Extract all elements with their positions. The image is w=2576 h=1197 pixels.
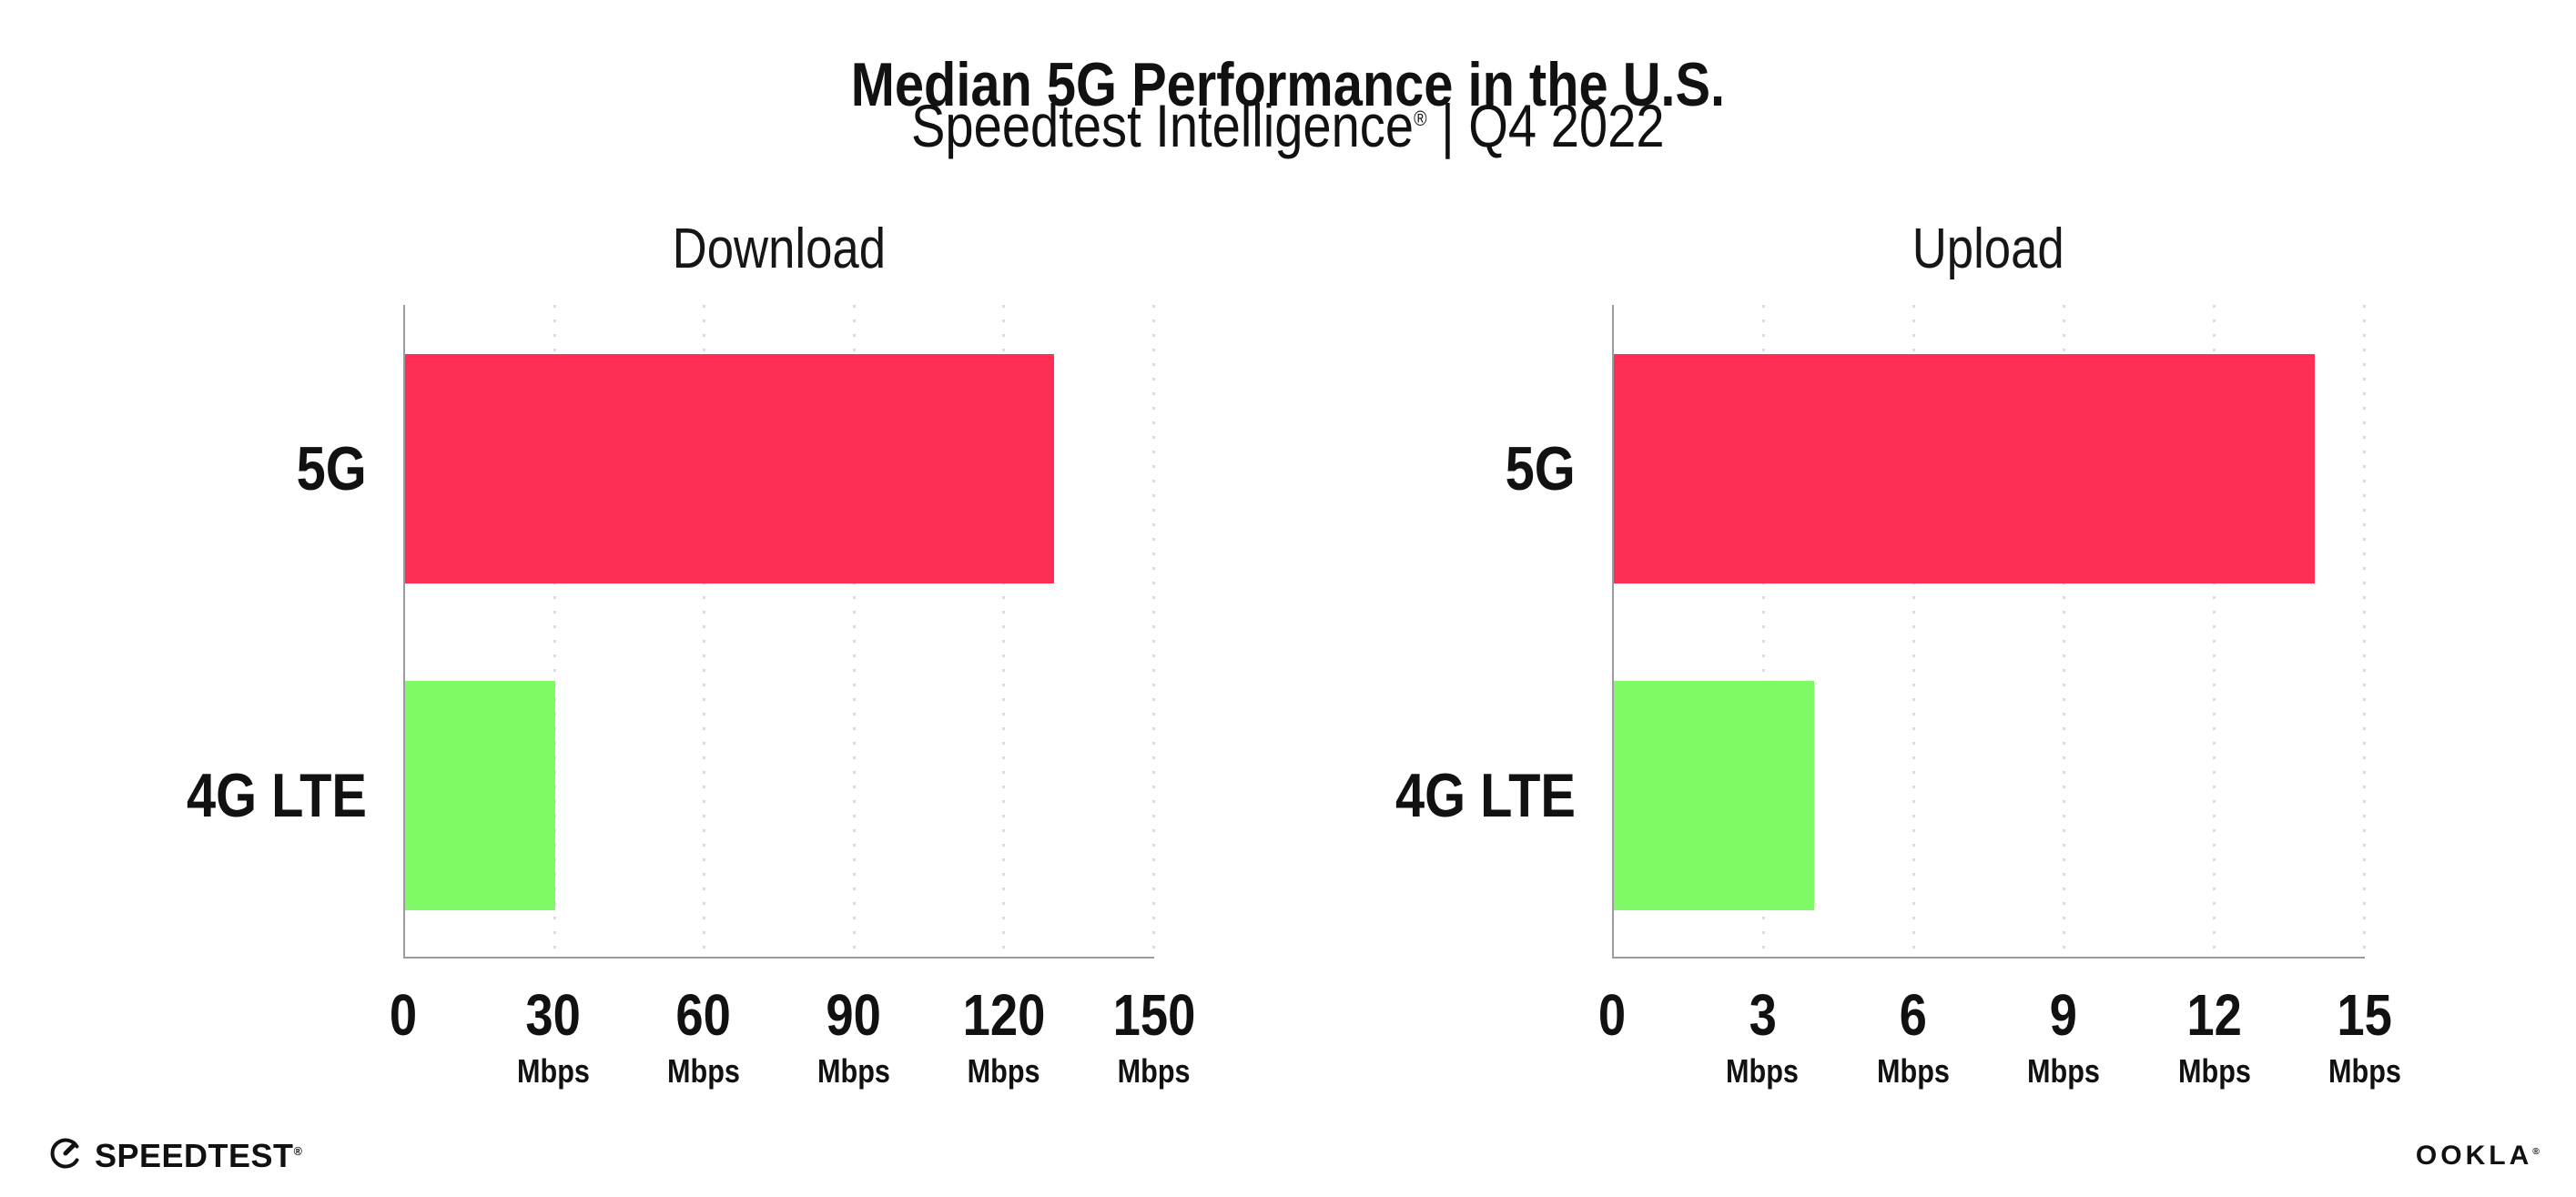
tick-value: 120: [962, 982, 1046, 1048]
category-label-4g-lte: 4G LTE: [1394, 760, 1576, 830]
speedtest-gauge-icon: [47, 1135, 84, 1176]
bar-4g-lte: [405, 680, 555, 910]
download-chart-panel: Download 5G 4G LTE 0 30 Mbps 60 Mbps 90 Mbps 120…: [187, 0, 1196, 1197]
gridline-120: [1002, 305, 1006, 957]
subtitle-period: | Q4 2022: [1441, 92, 1665, 159]
gridline-12: [2213, 305, 2216, 957]
download-gridlines: [405, 305, 1155, 957]
bar-5g: [1614, 353, 2315, 583]
tick-unit-label: Mbps: [667, 1052, 740, 1090]
tick-value: 9: [2050, 982, 2078, 1048]
tick-value: 30: [525, 982, 582, 1048]
x-tick-30: 30 Mbps: [511, 986, 596, 1088]
category-label-4g-lte: 4G LTE: [186, 760, 367, 830]
tick-unit-label: Mbps: [2328, 1052, 2401, 1090]
upload-chart-title: Upload: [1912, 218, 2064, 280]
speedtest-trademark: ®: [293, 1144, 303, 1158]
ookla-logo: OOKLA®: [2416, 1141, 2543, 1172]
tick-unit-label: Mbps: [968, 1052, 1040, 1090]
gridline-15: [2363, 305, 2366, 957]
page-subtitle-text: Speedtest Intelligence® | Q4 2022: [911, 93, 1665, 159]
ookla-trademark: ®: [2532, 1146, 2543, 1157]
tick-value: 150: [1112, 982, 1196, 1048]
speedtest-wordmark: SPEEDTEST®: [95, 1136, 303, 1174]
gridline-60: [703, 305, 706, 957]
x-tick-9: 9 Mbps: [2021, 986, 2106, 1088]
x-tick-15: 15 Mbps: [2322, 986, 2408, 1088]
tick-unit-label: Mbps: [517, 1052, 590, 1090]
x-tick-0: 0: [1596, 986, 1628, 1044]
upload-x-axis: 0 3 Mbps 6 Mbps 9 Mbps 12 Mbps 15 Mbps: [1598, 959, 2401, 1141]
category-label-5g: 5G: [296, 433, 367, 503]
tick-unit-label: Mbps: [1726, 1052, 1800, 1090]
download-bars: [405, 305, 1154, 957]
download-chart-title: Download: [672, 218, 886, 280]
download-category-labels: 5G 4G LTE: [66, 305, 367, 959]
gridline-6: [1912, 305, 1915, 957]
upload-bars: [1614, 305, 2365, 957]
bar-5g: [405, 353, 1055, 583]
tick-value: 60: [675, 982, 732, 1048]
page-title-text: Median 5G Performance in the U.S.: [850, 49, 1726, 119]
x-tick-120: 120 Mbps: [956, 986, 1053, 1088]
x-tick-150: 150 Mbps: [1106, 986, 1203, 1088]
footer: SPEEDTEST® OOKLA®: [0, 1133, 2576, 1197]
x-tick-3: 3 Mbps: [1719, 986, 1805, 1088]
tick-unit-label: Mbps: [2027, 1052, 2101, 1090]
tick-value: 0: [389, 982, 418, 1048]
gridline-9: [2063, 305, 2065, 957]
tick-value: 90: [826, 982, 882, 1048]
tick-value: 0: [1597, 982, 1627, 1048]
tick-value: 12: [2186, 982, 2242, 1048]
x-tick-6: 6 Mbps: [1871, 986, 1956, 1088]
category-label-5g: 5G: [1505, 433, 1576, 503]
tick-unit-label: Mbps: [817, 1052, 890, 1090]
x-tick-60: 60 Mbps: [661, 986, 746, 1088]
tick-unit-label: Mbps: [2177, 1052, 2251, 1090]
speedtest-logo: SPEEDTEST®: [47, 1135, 302, 1176]
gridline-150: [1152, 305, 1155, 957]
x-tick-90: 90 Mbps: [811, 986, 897, 1088]
page-title: Median 5G Performance in the U.S.: [0, 49, 2576, 119]
x-tick-0: 0: [387, 986, 420, 1044]
registered-mark: ®: [1414, 107, 1427, 130]
upload-gridlines: [1614, 305, 2366, 957]
tick-unit-label: Mbps: [1118, 1052, 1191, 1090]
tick-value: 3: [1749, 982, 1777, 1048]
tick-value: 15: [2337, 982, 2393, 1048]
upload-chart-panel: Upload 5G 4G LTE 0 3 Mbps 6 Mbps 9 Mbps 12 Mbps 15…: [1395, 0, 2401, 1197]
x-tick-12: 12 Mbps: [2172, 986, 2257, 1088]
download-plot-area: [403, 305, 1155, 959]
bar-4g-lte: [1614, 680, 1814, 910]
gridline-90: [852, 305, 856, 957]
page-subtitle: Speedtest Intelligence® | Q4 2022: [0, 93, 2576, 159]
subtitle-brand: Speedtest Intelligence: [911, 92, 1415, 159]
tick-value: 6: [1899, 982, 1927, 1048]
ookla-wordmark: OOKLA: [2415, 1141, 2533, 1171]
upload-category-labels: 5G 4G LTE: [1275, 305, 1576, 959]
upload-plot-area: [1612, 305, 2366, 959]
download-x-axis: 0 30 Mbps 60 Mbps 90 Mbps 120 Mbps 150 Mbps: [390, 959, 1196, 1141]
tick-unit-label: Mbps: [1876, 1052, 1950, 1090]
gridline-30: [553, 305, 556, 957]
gridline-3: [1762, 305, 1765, 957]
